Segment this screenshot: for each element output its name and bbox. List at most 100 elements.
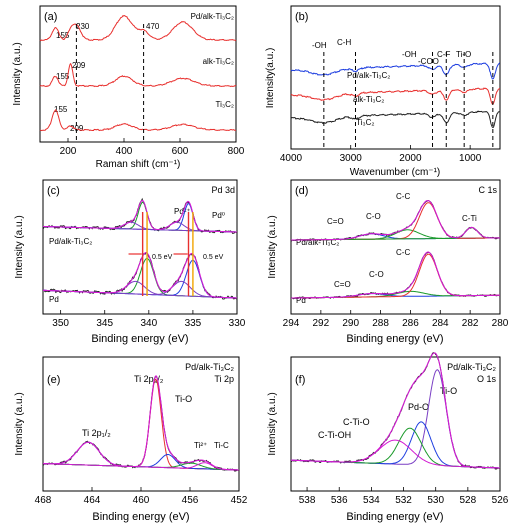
panel-b-annot-cf: C-F xyxy=(437,50,450,59)
panel-c-frame xyxy=(42,179,238,315)
panel-c-fit-0 xyxy=(43,199,237,233)
panel-c-component-1-0 xyxy=(43,257,237,299)
panel-f-xlabel: Binding energy (eV) xyxy=(346,511,443,523)
panel-d-tick-labels: 294 292 290 288 286 284 282 280 xyxy=(283,318,509,329)
panel-b-xtick-label-2: 2000 xyxy=(399,153,422,164)
panel-e-label-tic: Ti-C xyxy=(214,441,229,450)
panel-a-peak-155-top: 155 xyxy=(56,31,70,40)
panel-c-ylabel: Intensity (a.u.) xyxy=(14,215,25,278)
panel-e: (e) Pd/alk-Ti₃C₂ Ti 2p Ti 2p₁/₂ Ti 2p₃/₂… xyxy=(14,356,248,523)
panel-f-label: (f) xyxy=(295,374,305,386)
panel-c-component-1-3 xyxy=(43,280,237,299)
panel-a-xtick-label-0: 200 xyxy=(60,146,77,157)
panel-a-peak-155-mid: 155 xyxy=(56,72,70,81)
panel-d-fit-1 xyxy=(291,251,500,299)
panel-c-xtick-label-2: 340 xyxy=(140,318,157,329)
panel-b-annot-oh1: -OH xyxy=(312,41,327,50)
panel-a-series-1-name: Pd/alk-Ti₃C₂ xyxy=(191,12,234,21)
panel-d-lines xyxy=(290,200,501,314)
panel-d-xtick-label-0: 294 xyxy=(283,318,300,329)
panel-a-series-2-line xyxy=(39,62,237,88)
panel-f-component-0-0 xyxy=(291,369,500,469)
panel-e-xlabel: Binding energy (eV) xyxy=(92,511,189,523)
panel-a: (a) Pd/alk-Ti₃C₂ alk-Ti₃C₂ Ti₃C₂ 155 230… xyxy=(12,5,245,170)
panel-d-xtick-label-2: 290 xyxy=(342,318,359,329)
panel-a-peak-470: 470 xyxy=(146,22,160,31)
panel-c-sample-top: Pd/alk-Ti₃C₂ xyxy=(49,237,92,246)
panel-f-tick-labels: 538 536 534 532 530 528 526 xyxy=(299,495,509,506)
panel-e-xtick-label-0: 468 xyxy=(35,495,52,506)
panel-d-ylabel: Intensity (a.u.) xyxy=(267,215,278,278)
panel-b-xlabel: Wavenumber (cm⁻¹) xyxy=(350,167,440,178)
panel-e-xtick-label-3: 456 xyxy=(182,495,199,506)
panel-f-label-pdo: Pd-O xyxy=(408,402,429,412)
panel-b-series-1-name: Pd/alk-Ti₃C₂ xyxy=(347,71,390,80)
panel-c: (c) Pd 3d Pd/alk-Ti₃C₂ Pd Pd²⁺ Pd⁰ 0.5 e… xyxy=(14,179,246,345)
panel-a-ylabel: Intensity (a.u.) xyxy=(12,42,23,105)
panel-f-subtitle: O 1s xyxy=(477,374,497,384)
panel-d-xtick-label-5: 284 xyxy=(432,318,449,329)
panel-f-lines xyxy=(290,352,501,491)
panel-b-series-2-line xyxy=(290,87,501,105)
panel-c-xtick-label-4: 330 xyxy=(229,318,246,329)
panel-b: (b) -OH C-H -OH -COO C-F Ti-O Pd/alk-Ti₃… xyxy=(265,5,501,178)
panel-c-title: Pd 3d xyxy=(211,185,235,195)
panel-a-series-1-line xyxy=(39,15,237,42)
panel-f-title: Pd/alk-Ti₃C₂ xyxy=(447,362,496,372)
panel-a-series-3-name: Ti₃C₂ xyxy=(215,100,234,109)
panel-d-label-cti-top: C-Ti xyxy=(462,214,477,223)
panel-f-frame xyxy=(290,356,501,492)
panel-f-xtick-label-2: 534 xyxy=(363,495,380,506)
panel-f-xtick-label-4: 530 xyxy=(427,495,444,506)
panel-d-label-co-double-top: C=O xyxy=(327,217,344,226)
panel-e-fit-0 xyxy=(43,375,239,471)
panel-d-raw-1 xyxy=(290,251,501,300)
panel-a-xtick-label-1: 400 xyxy=(116,146,133,157)
panel-f-fit-0 xyxy=(291,352,500,469)
panel-d-frame xyxy=(290,179,501,315)
panel-c-shift-left: 0.5 eV xyxy=(152,254,173,261)
panel-b-series-2-name: alk-Ti₃C₂ xyxy=(353,95,384,104)
panel-b-annot-oh2: -OH xyxy=(402,50,417,59)
panel-d-xtick-label-1: 292 xyxy=(313,318,330,329)
panel-b-annot-coo: -COO xyxy=(418,57,439,66)
panel-c-xtick-label-3: 335 xyxy=(185,318,202,329)
panel-f-xtick-label-0: 538 xyxy=(299,495,316,506)
panel-a-peak-209-bot: 209 xyxy=(70,124,84,133)
panel-e-xtick-label-4: 452 xyxy=(231,495,248,506)
panel-d-label: (d) xyxy=(295,185,308,197)
panel-d-sample-bottom: Pd xyxy=(296,296,306,305)
panel-b-series-3-line xyxy=(290,110,501,129)
panel-a-lines xyxy=(39,15,237,142)
panel-c-component-1-2 xyxy=(43,280,237,299)
panel-b-lines xyxy=(290,52,501,149)
panel-a-peak-155-bot: 155 xyxy=(54,105,68,114)
panel-b-label: (b) xyxy=(295,11,308,23)
panel-b-frame xyxy=(290,5,501,150)
panel-e-ylabel: Intensity (a.u.) xyxy=(14,392,25,455)
panel-a-xtick-label-2: 600 xyxy=(172,146,189,157)
panel-f-xtick-label-3: 532 xyxy=(395,495,412,506)
panel-d-title: C 1s xyxy=(478,185,497,195)
panel-b-series-3-name: Ti₃C₂ xyxy=(356,118,375,127)
panel-c-lines xyxy=(42,197,238,314)
panel-d-label-cc-top: C-C xyxy=(396,192,410,201)
panel-e-label-tio: Ti-O xyxy=(175,394,192,404)
panel-a-frame xyxy=(39,5,237,143)
panel-c-shift-right: 0.5 eV xyxy=(203,254,224,261)
panel-f: (f) Pd/alk-Ti₃C₂ O 1s Ti-O Pd-O C-Ti-O C… xyxy=(267,352,509,523)
panel-f-label-ctio: C-Ti-O xyxy=(343,417,370,427)
panel-b-ylabel: Intensity(a.u.) xyxy=(265,48,276,109)
panel-c-sample-bottom: Pd xyxy=(49,295,59,304)
panel-f-xtick-label-5: 528 xyxy=(460,495,477,506)
panel-b-xtick-label-1: 3000 xyxy=(340,153,363,164)
panel-c-xlabel: Binding energy (eV) xyxy=(91,333,188,345)
panel-c-tick-labels: 350 345 340 335 330 xyxy=(52,318,245,329)
panel-a-label: (a) xyxy=(44,11,57,23)
panel-c-label: (c) xyxy=(47,185,60,197)
panel-c-xtick-label-0: 350 xyxy=(52,318,69,329)
panel-b-tick-labels: 4000 3000 2000 1000 xyxy=(280,153,482,164)
panel-f-label-tio: Ti-O xyxy=(440,386,457,396)
panel-a-tick-labels: 200 400 600 800 xyxy=(60,146,245,157)
